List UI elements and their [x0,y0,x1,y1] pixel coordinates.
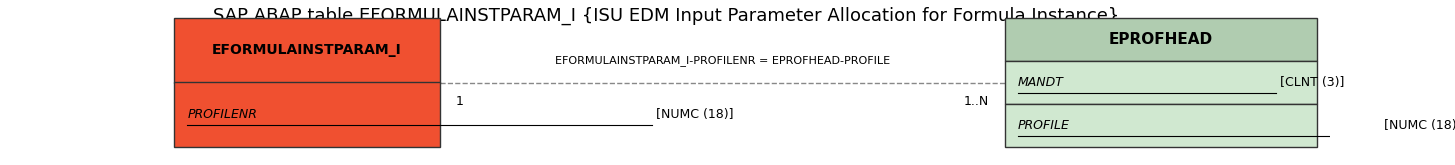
Text: PROFILENR: PROFILENR [188,108,258,121]
Text: EFORMULAINSTPARAM_I-PROFILENR = EPROFHEAD-PROFILE: EFORMULAINSTPARAM_I-PROFILENR = EPROFHEA… [554,55,890,66]
Text: [NUMC (18)]: [NUMC (18)] [652,108,733,121]
Bar [175,18,439,82]
Text: 1..N: 1..N [963,96,989,108]
Bar [1004,61,1317,104]
Text: SAP ABAP table EFORMULAINSTPARAM_I {ISU EDM Input Parameter Allocation for Formu: SAP ABAP table EFORMULAINSTPARAM_I {ISU … [212,6,1119,25]
Bar [175,82,439,147]
Text: MANDT: MANDT [1018,76,1064,89]
Text: 1: 1 [455,96,464,108]
Text: PROFILE: PROFILE [1018,119,1069,132]
Bar [1004,104,1317,147]
Text: [NUMC (18)]: [NUMC (18)] [1379,119,1455,132]
Text: EPROFHEAD: EPROFHEAD [1109,32,1213,47]
Text: [CLNT (3)]: [CLNT (3)] [1276,76,1344,89]
Text: EFORMULAINSTPARAM_I: EFORMULAINSTPARAM_I [212,43,402,57]
Bar [1004,18,1317,61]
